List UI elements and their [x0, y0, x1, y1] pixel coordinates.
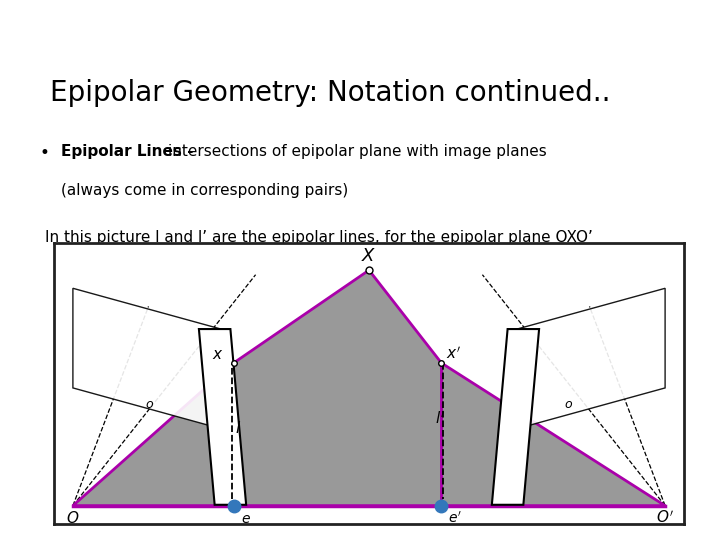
- Text: Epipolar Lines -: Epipolar Lines -: [61, 144, 199, 159]
- Text: $x'$: $x'$: [446, 346, 462, 362]
- Text: The State University of New York: The State University of New York: [263, 26, 456, 39]
- Polygon shape: [517, 288, 665, 429]
- Text: intersections of epipolar plane with image planes: intersections of epipolar plane with ima…: [168, 144, 546, 159]
- Polygon shape: [441, 363, 665, 505]
- Text: University at Buffalo: University at Buffalo: [76, 26, 230, 39]
- Text: $o$: $o$: [564, 399, 573, 411]
- Text: Epipolar Geometry: Notation continued..: Epipolar Geometry: Notation continued..: [50, 79, 611, 107]
- Text: (always come in corresponding pairs): (always come in corresponding pairs): [61, 183, 348, 198]
- Text: $X$: $X$: [361, 247, 377, 265]
- Text: $o$: $o$: [145, 399, 154, 411]
- Text: $x$: $x$: [212, 347, 223, 362]
- Text: UB: UB: [22, 22, 58, 43]
- Text: $e'$: $e'$: [448, 511, 462, 526]
- Polygon shape: [73, 363, 233, 505]
- Text: $l'$: $l'$: [435, 410, 446, 427]
- Polygon shape: [233, 270, 441, 505]
- Text: $e$: $e$: [241, 512, 251, 526]
- Text: •: •: [40, 144, 50, 162]
- Text: $O'$: $O'$: [656, 509, 674, 526]
- Polygon shape: [73, 288, 221, 429]
- Text: $O$: $O$: [66, 510, 80, 526]
- Polygon shape: [492, 329, 539, 505]
- Text: In this picture l and l’ are the epipolar lines, for the epipolar plane OXO’: In this picture l and l’ are the epipola…: [45, 230, 593, 245]
- Text: $l$: $l$: [235, 420, 241, 436]
- Polygon shape: [199, 329, 246, 505]
